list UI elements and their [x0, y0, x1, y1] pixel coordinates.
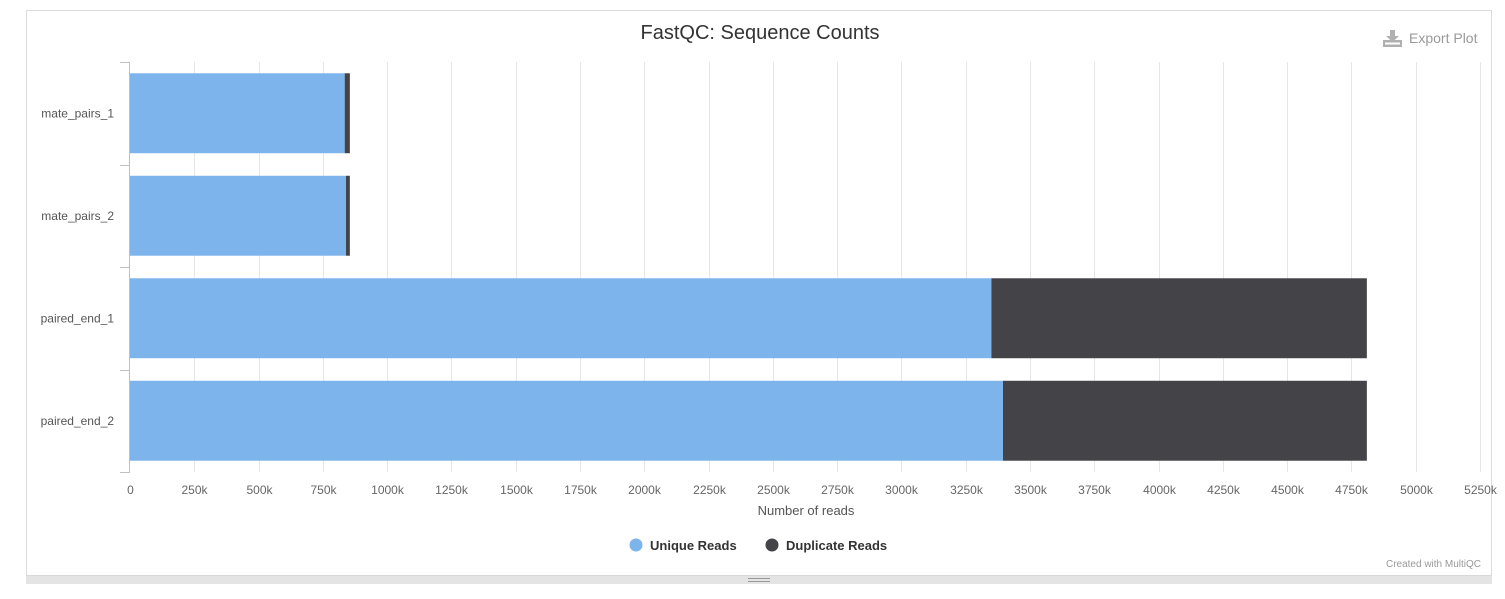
legend: Unique Reads Duplicate Reads: [629, 538, 888, 553]
y-tick-label: paired_end_2: [41, 414, 115, 428]
bars: [130, 73, 1367, 461]
bar-duplicate-reads[interactable]: [1003, 380, 1367, 461]
x-tick-label: 5250k: [1464, 483, 1498, 497]
legend-swatch: [765, 538, 779, 552]
x-tick-label: 3000k: [885, 483, 919, 497]
y-tick-label: mate_pairs_1: [41, 106, 114, 120]
resize-grip-icon: [748, 578, 770, 582]
y-tick-label: paired_end_1: [41, 311, 115, 325]
y-tick-label: mate_pairs_2: [41, 209, 114, 223]
x-tick-label: 2250k: [693, 483, 727, 497]
bar-unique-reads[interactable]: [130, 278, 992, 359]
bar-duplicate-reads[interactable]: [346, 175, 350, 256]
legend-label: Duplicate Reads: [786, 538, 887, 553]
x-tick-label: 4500k: [1271, 483, 1305, 497]
x-tick-label: 2500k: [757, 483, 791, 497]
bar-unique-reads[interactable]: [130, 380, 1003, 461]
x-tick-label: 5000k: [1400, 483, 1434, 497]
x-tick-label: 3750k: [1078, 483, 1112, 497]
x-tick-label: 1000k: [371, 483, 405, 497]
x-tick-label: 3250k: [950, 483, 984, 497]
legend-item[interactable]: Duplicate Reads: [765, 538, 888, 553]
export-plot-label: Export Plot: [1409, 30, 1478, 46]
legend-swatch: [629, 538, 643, 552]
x-tick-label: 4000k: [1143, 483, 1177, 497]
x-tick-label: 4750k: [1335, 483, 1369, 497]
bar-unique-reads[interactable]: [130, 73, 345, 154]
chart-title: FastQC: Sequence Counts: [640, 22, 879, 44]
bar-unique-reads[interactable]: [130, 175, 346, 256]
multiqc-credit: Created with MultiQC: [1385, 559, 1481, 570]
x-tick-label: 0: [127, 483, 134, 497]
x-tick-label: 1750k: [564, 483, 598, 497]
bar-duplicate-reads[interactable]: [344, 73, 350, 154]
x-tick-label: 250k: [181, 483, 208, 497]
plot-resize-handle[interactable]: [26, 575, 1492, 584]
x-tick-label: 500k: [246, 483, 273, 497]
export-plot-button[interactable]: Export Plot: [1383, 28, 1477, 48]
download-icon: [1383, 29, 1402, 47]
x-tick-label: 1250k: [435, 483, 469, 497]
x-tick-label: 2750k: [821, 483, 855, 497]
legend-label: Unique Reads: [650, 538, 737, 553]
x-tick-label: 4250k: [1207, 483, 1241, 497]
x-axis-label: Number of reads: [758, 503, 855, 518]
bar-duplicate-reads[interactable]: [991, 278, 1367, 359]
legend-item[interactable]: Unique Reads: [629, 538, 737, 553]
x-tick-label: 2000k: [628, 483, 662, 497]
x-tick-label: 1500k: [500, 483, 534, 497]
x-tick-label: 750k: [310, 483, 337, 497]
x-tick-labels: 0 250k 500k 750k 1000k 1250k 1500k 1750k 2000k 22…: [127, 483, 1498, 497]
x-tick-label: 3500k: [1014, 483, 1048, 497]
y-tick-labels: mate_pairs_1 mate_pairs_2 paired_end_1pair…: [41, 106, 115, 428]
axes: [120, 62, 130, 473]
